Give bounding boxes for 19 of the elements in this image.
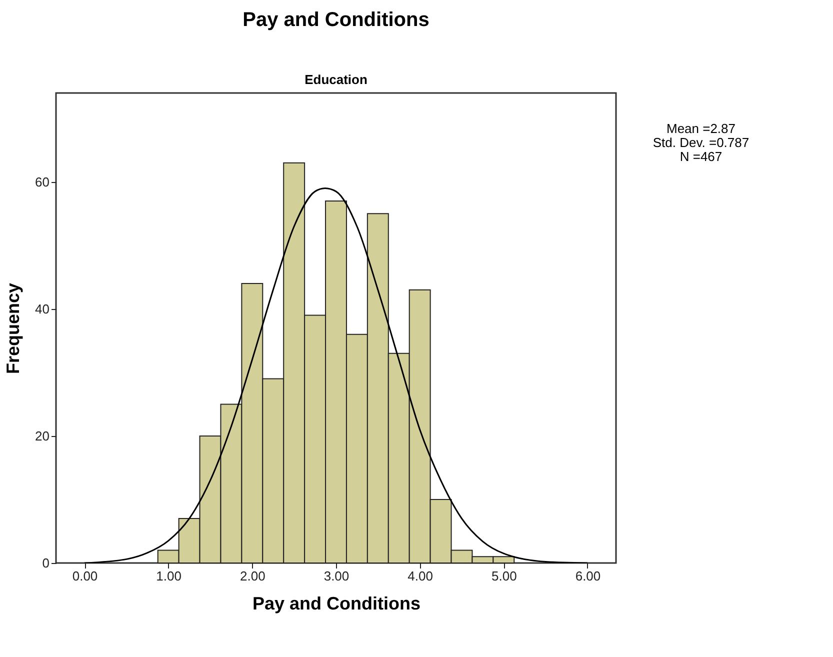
chart-subtitle: Education — [304, 72, 368, 87]
y-tick-label: 0 — [42, 556, 50, 570]
y-tick-label: 20 — [35, 428, 50, 444]
x-tick-label: 2.00 — [240, 568, 266, 584]
x-tick-label: 0.00 — [72, 568, 98, 584]
y-axis-title: Frequency — [3, 282, 24, 374]
x-axis-title: Pay and Conditions — [252, 594, 421, 614]
y-tick-label: 60 — [35, 174, 50, 190]
chart-title: Pay and Conditions — [242, 9, 430, 31]
x-tick-label: 1.00 — [156, 568, 182, 584]
x-tick-label: 3.00 — [324, 568, 350, 584]
line-series — [84, 188, 588, 563]
text: Mean =2.87 — [666, 121, 736, 136]
x-tick-label: 5.00 — [492, 568, 517, 584]
x-tick-label: 4.00 — [408, 568, 433, 584]
x-tick-label: 6.00 — [575, 568, 601, 584]
text: Std. Dev. =0.787 — [652, 135, 750, 150]
y-tick-label: 40 — [35, 301, 50, 316]
text: N =467 — [680, 149, 722, 164]
